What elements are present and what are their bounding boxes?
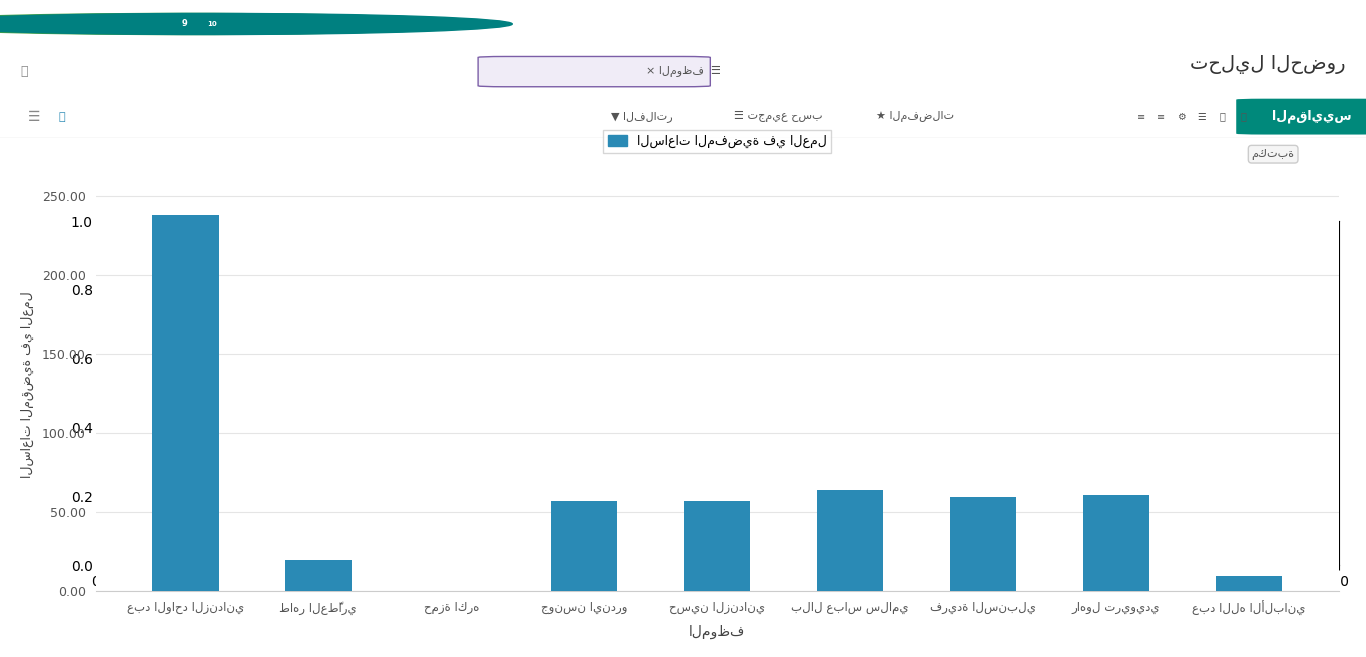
Circle shape	[0, 13, 485, 35]
Text: 📈: 📈	[1220, 112, 1225, 122]
Text: ☰ تجميع حسب: ☰ تجميع حسب	[735, 111, 822, 122]
Text: ≡: ≡	[1137, 112, 1145, 122]
Text: 📊: 📊	[59, 112, 64, 122]
Text: تحليل الحضور: تحليل الحضور	[1190, 55, 1346, 74]
Text: ⚙: ⚙	[1177, 112, 1186, 122]
Bar	[550, 501, 617, 591]
Text: ≡: ≡	[1157, 112, 1165, 122]
Text: ⊞: ⊞	[1344, 16, 1356, 32]
Text: ☰: ☰	[1198, 112, 1206, 122]
Text: السهل: السهل	[90, 18, 128, 30]
Text: فريدة: فريدة	[23, 19, 59, 29]
Text: ▼ الفلاتر: ▼ الفلاتر	[611, 111, 673, 122]
Legend: الساعات المفضية في العمل: الساعات المفضية في العمل	[602, 130, 832, 153]
Bar	[152, 215, 219, 591]
Text: الحضور: الحضور	[962, 18, 1005, 30]
Text: الحضور: الحضور	[1303, 18, 1347, 30]
Text: تسجيل الحضور/تسجيل الخروج: تسجيل الحضور/تسجيل الخروج	[1109, 18, 1295, 30]
Text: ★ المفضلات: ★ المفضلات	[876, 111, 955, 122]
Text: إعداد التقارير: إعداد التقارير	[616, 18, 695, 30]
Bar	[949, 497, 1016, 591]
Text: 10: 10	[206, 21, 217, 27]
FancyBboxPatch shape	[478, 57, 710, 87]
Y-axis label: الساعات المقضية في العمل: الساعات المقضية في العمل	[20, 291, 34, 478]
Bar	[285, 560, 351, 591]
Bar	[1216, 576, 1283, 591]
Text: مكتبة: مكتبة	[1251, 148, 1295, 160]
X-axis label: الموظف: الموظف	[688, 624, 746, 639]
Bar	[817, 490, 884, 591]
Text: العمل التحليلي الإضافي: العمل التحليلي الإضافي	[743, 18, 896, 30]
Bar	[684, 501, 750, 591]
Text: 🔍: 🔍	[20, 65, 27, 78]
Text: 9: 9	[182, 20, 187, 28]
Text: × الموظف  ☰: × الموظف ☰	[646, 66, 720, 77]
Circle shape	[0, 13, 512, 35]
FancyBboxPatch shape	[1236, 99, 1366, 135]
Bar	[1083, 495, 1149, 591]
Text: المقاييس: المقاييس	[1272, 110, 1351, 124]
Text: 📊: 📊	[1240, 112, 1246, 122]
Text: وضع الكشك: وضع الكشك	[1044, 18, 1115, 30]
Text: ☰: ☰	[27, 110, 41, 124]
